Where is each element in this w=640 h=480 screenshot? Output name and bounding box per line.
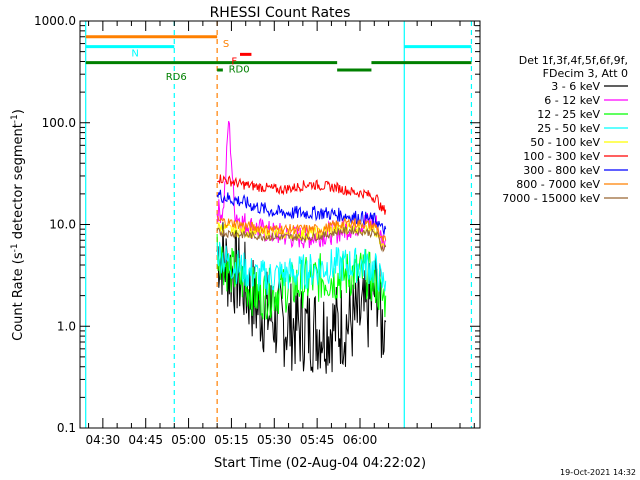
y-tick-label: 1.0 xyxy=(57,319,76,333)
series-line-7000-15000-kev xyxy=(216,225,387,253)
y-tick-label: 0.1 xyxy=(57,421,76,435)
y-tick-label: 10.0 xyxy=(49,218,76,232)
y-axis: 0.1 1.0 10.0 100.0 1000.0 xyxy=(34,14,480,435)
y-axis-label-part: -1 xyxy=(10,243,20,252)
x-tick-label: 04:30 xyxy=(86,433,121,447)
flag-label-rd6: RD6 xyxy=(166,72,187,83)
legend-entry-label: 300 - 800 keV xyxy=(523,164,600,177)
series-line-800-7000-kev xyxy=(216,215,387,242)
flag-label-f: F xyxy=(231,56,237,67)
x-tick-label: 05:30 xyxy=(257,433,292,447)
legend-header-line: Det 1f,3f,4f,5f,6f,9f, xyxy=(519,54,628,67)
x-tick-label: 04:45 xyxy=(128,433,163,447)
y-tick-label: 100.0 xyxy=(42,116,76,130)
flag-label-s: S xyxy=(223,39,229,50)
legend-entry-label: 3 - 6 keV xyxy=(551,80,600,93)
y-axis-label-part: detector segment xyxy=(11,123,26,243)
series-lines xyxy=(216,120,387,374)
flag-bars xyxy=(85,35,472,72)
series-line-300-800-kev xyxy=(216,189,387,235)
x-tick-label: 05:15 xyxy=(214,433,249,447)
legend-entry-label: 800 - 7000 keV xyxy=(516,178,600,191)
legend-entry-label: 7000 - 15000 keV xyxy=(502,192,600,205)
x-tick-label: 06:00 xyxy=(343,433,378,447)
x-axis: 04:30 04:45 05:00 05:15 05:30 05:45 06:00 xyxy=(86,21,475,447)
legend-entry-label: 25 - 50 keV xyxy=(537,122,600,135)
legend-entry-label: 6 - 12 keV xyxy=(544,94,600,107)
chart-title: RHESSI Count Rates xyxy=(210,5,351,21)
y-axis-label-part: -1 xyxy=(10,114,20,123)
legend-entry-label: 100 - 300 keV xyxy=(523,150,600,163)
x-tick-label: 05:45 xyxy=(300,433,335,447)
flag-label-rd0: RD0 xyxy=(229,65,250,76)
legend-entry-label: 12 - 25 keV xyxy=(537,108,600,121)
y-axis-label: Count Rate (s-1 detector segment-1) xyxy=(10,109,26,341)
x-tick-label: 05:00 xyxy=(171,433,206,447)
series-line-100-300-kev xyxy=(216,174,387,215)
legend-header-line: FDecim 3, Att 0 xyxy=(543,67,628,80)
flag-label-n: N xyxy=(131,49,138,60)
legend-entry-label: 50 - 100 keV xyxy=(530,136,600,149)
y-tick-label: 1000.0 xyxy=(34,14,76,28)
series-line-25-50-kev xyxy=(216,241,387,295)
footer-timestamp: 19-Oct-2021 14:32 xyxy=(560,468,636,477)
y-axis-label-part: ) xyxy=(11,109,26,114)
x-axis-label: Start Time (02-Aug-04 04:22:02) xyxy=(214,456,426,471)
y-axis-label-part: Count Rate (s xyxy=(11,252,26,341)
flag-labels: S N F RD6 RD0 xyxy=(131,39,249,83)
legend: Det 1f,3f,4f,5f,6f,9f,FDecim 3, Att 03 -… xyxy=(502,54,628,205)
